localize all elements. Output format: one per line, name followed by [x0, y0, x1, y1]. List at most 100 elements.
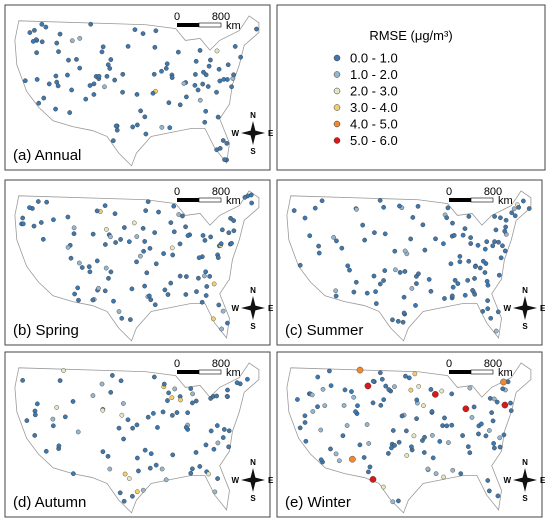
scale-label: 0: [174, 358, 180, 370]
site-marker: [169, 75, 175, 80]
site-marker: [249, 200, 254, 206]
site-marker: [492, 214, 497, 219]
site-marker: [100, 407, 106, 413]
site-marker: [408, 387, 414, 393]
site-marker: [389, 445, 394, 451]
site-marker: [460, 433, 465, 438]
compass-n: N: [250, 286, 256, 295]
scale-label: 800: [212, 11, 230, 23]
site-marker: [476, 431, 481, 437]
site-marker: [99, 49, 105, 55]
site-marker: [373, 289, 378, 294]
site-marker: [54, 40, 60, 46]
site-marker: [315, 404, 320, 410]
site-marker: [225, 77, 230, 82]
site-marker: [65, 214, 71, 220]
compass-e: E: [268, 476, 274, 485]
compass-e: E: [268, 129, 274, 138]
site-marker: [74, 57, 79, 62]
site-marker: [511, 206, 517, 212]
site-marker: [485, 306, 491, 312]
site-marker: [491, 396, 497, 402]
site-marker: [377, 198, 383, 203]
site-marker: [416, 384, 422, 389]
site-marker: [401, 310, 407, 316]
site-marker: [319, 198, 325, 204]
site-marker: [234, 380, 240, 386]
map: [14, 190, 260, 342]
site-marker: [392, 248, 398, 254]
site-marker: [379, 376, 385, 382]
site-marker: [166, 390, 171, 396]
site-marker: [117, 490, 123, 496]
site-marker: [466, 214, 472, 219]
site-marker: [200, 81, 206, 87]
site-marker: [87, 83, 93, 88]
site-marker: [501, 432, 507, 438]
site-marker: [377, 281, 383, 287]
site-marker: [34, 50, 39, 56]
site-marker: [344, 423, 350, 428]
site-marker: [142, 447, 148, 453]
site-marker: [396, 498, 401, 504]
site-marker: [159, 124, 165, 130]
site-marker: [341, 403, 347, 408]
site-marker: [333, 288, 339, 294]
site-marker: [468, 235, 473, 240]
site-marker: [498, 215, 503, 221]
site-marker: [24, 418, 30, 423]
site-marker: [295, 397, 300, 402]
site-marker: [462, 405, 470, 413]
site-marker: [466, 258, 472, 264]
compass-rose: [241, 296, 265, 320]
site-marker: [177, 273, 183, 279]
site-marker: [420, 222, 426, 228]
site-marker: [428, 288, 434, 294]
site-marker: [90, 297, 96, 303]
site-marker: [500, 243, 505, 249]
site-marker: [493, 328, 499, 334]
site-marker: [366, 469, 371, 475]
compass-rose: [241, 468, 265, 492]
site-marker: [414, 397, 420, 403]
site-marker: [132, 27, 138, 32]
site-marker: [214, 393, 219, 399]
site-marker: [188, 386, 194, 391]
site-marker: [502, 248, 508, 254]
site-marker: [483, 433, 489, 439]
site-marker: [221, 427, 227, 432]
site-marker: [291, 208, 297, 213]
site-marker: [183, 224, 188, 230]
site-marker: [373, 301, 379, 306]
site-marker: [472, 276, 477, 281]
site-marker: [331, 235, 336, 240]
site-marker: [425, 466, 431, 472]
site-marker: [150, 90, 156, 96]
site-marker: [208, 428, 214, 434]
site-marker: [349, 455, 356, 463]
site-marker: [192, 82, 198, 88]
site-marker: [194, 289, 199, 294]
site-marker: [487, 396, 493, 401]
site-marker: [460, 232, 466, 238]
site-marker: [215, 476, 220, 481]
site-marker: [382, 231, 388, 237]
site-marker: [161, 381, 167, 387]
site-marker: [230, 76, 236, 81]
site-marker: [181, 81, 187, 86]
site-marker: [153, 462, 159, 468]
site-marker: [491, 441, 496, 446]
site-marker: [96, 73, 102, 79]
site-marker: [121, 436, 126, 442]
site-marker: [414, 281, 419, 286]
site-marker: [131, 220, 137, 226]
site-marker: [490, 243, 496, 249]
site-marker: [485, 282, 491, 288]
site-marker: [297, 425, 303, 431]
site-marker: [364, 422, 370, 427]
site-marker: [46, 81, 52, 87]
scale-label: 0: [174, 11, 180, 23]
site-marker: [196, 255, 202, 261]
site-marker: [118, 378, 124, 384]
site-marker: [207, 274, 213, 279]
